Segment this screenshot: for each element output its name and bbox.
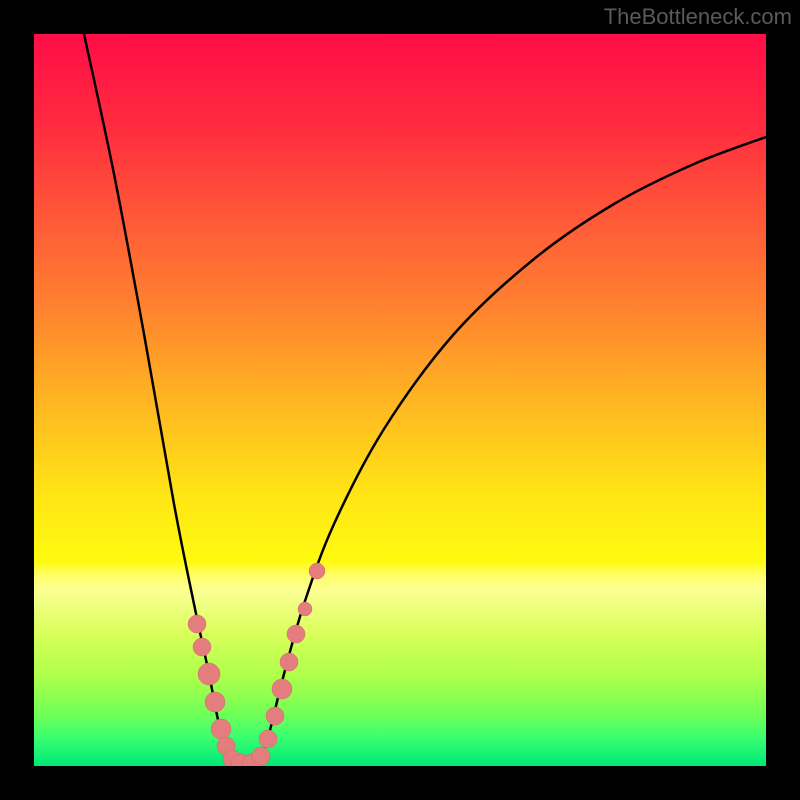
plot-area	[34, 34, 766, 766]
watermark-text: TheBottleneck.com	[604, 4, 792, 30]
data-marker	[266, 707, 284, 725]
gradient-background	[34, 34, 766, 766]
data-marker	[193, 638, 211, 656]
data-marker	[198, 663, 220, 685]
chart-container: TheBottleneck.com	[0, 0, 800, 800]
data-marker	[272, 679, 292, 699]
data-marker	[259, 730, 277, 748]
chart-svg	[34, 34, 766, 766]
data-marker	[211, 719, 231, 739]
data-marker	[298, 602, 312, 616]
data-marker	[280, 653, 298, 671]
data-marker	[188, 615, 206, 633]
data-marker	[252, 747, 270, 765]
data-marker	[205, 692, 225, 712]
data-marker	[309, 563, 325, 579]
data-marker	[287, 625, 305, 643]
